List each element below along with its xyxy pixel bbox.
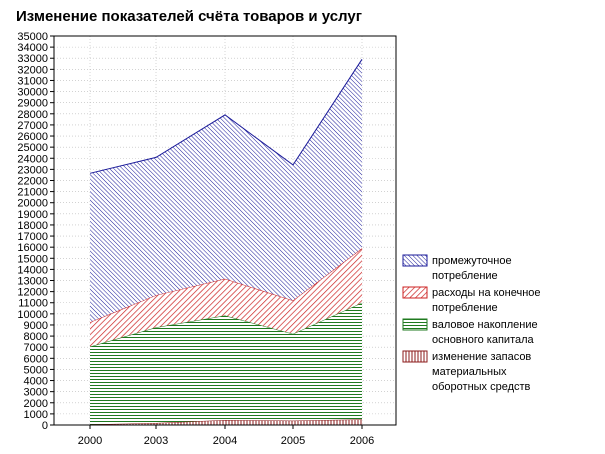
y-tick-label: 7000 bbox=[24, 342, 48, 354]
y-tick-label: 27000 bbox=[17, 120, 48, 132]
y-tick-label: 11000 bbox=[18, 298, 48, 310]
area-intermediate-consumption-line bbox=[89, 59, 363, 174]
legend-label: потребление bbox=[432, 270, 498, 282]
y-tick-label: 26000 bbox=[17, 131, 48, 143]
legend-swatch bbox=[402, 318, 428, 331]
stacked-areas bbox=[89, 59, 363, 425]
y-tick-label: 33000 bbox=[17, 53, 48, 65]
legend-label: расходы на конечное bbox=[432, 287, 541, 299]
y-tick-label: 0 bbox=[42, 420, 48, 432]
y-tick-label: 21000 bbox=[17, 187, 48, 199]
y-tick-label: 14000 bbox=[17, 264, 48, 276]
legend-label: промежуточное bbox=[432, 255, 512, 267]
y-tick-label: 10000 bbox=[17, 309, 48, 321]
legend-label: материальных bbox=[432, 366, 507, 378]
y-tick-label: 24000 bbox=[17, 153, 48, 165]
x-tick-label: 2004 bbox=[213, 435, 237, 447]
y-tick-label: 20000 bbox=[17, 198, 48, 210]
y-tick-label: 15000 bbox=[17, 253, 48, 265]
y-tick-label: 8000 bbox=[24, 331, 48, 343]
y-tick-label: 17000 bbox=[17, 231, 48, 243]
y-tick-label: 19000 bbox=[17, 209, 48, 221]
y-tick-label: 2000 bbox=[24, 398, 48, 410]
legend-label: валовое накопление bbox=[432, 319, 538, 331]
x-tick-label: 2005 bbox=[281, 435, 305, 447]
y-tick-label: 28000 bbox=[17, 109, 48, 121]
y-tick-label: 6000 bbox=[24, 353, 48, 365]
x-tick-label: 2003 bbox=[144, 435, 168, 447]
y-tick-label: 12000 bbox=[17, 287, 48, 299]
y-tick-label: 22000 bbox=[17, 175, 48, 187]
x-tick-label: 2006 bbox=[350, 435, 374, 447]
y-tick-label: 1000 bbox=[24, 409, 48, 421]
y-tick-label: 5000 bbox=[24, 364, 48, 376]
legend-swatch bbox=[402, 254, 428, 267]
y-tick-label: 13000 bbox=[17, 276, 48, 288]
y-tick-label: 32000 bbox=[17, 64, 48, 76]
area-final-consumption bbox=[90, 248, 362, 347]
y-tick-label: 4000 bbox=[24, 376, 48, 388]
legend-label: оборотных средств bbox=[432, 381, 531, 393]
legend: промежуточное потребление расходы на конеч… bbox=[402, 254, 541, 393]
legend-label: изменение запасов bbox=[432, 351, 531, 363]
x-tick-label: 2000 bbox=[78, 435, 102, 447]
legend-label: потребление bbox=[432, 302, 498, 314]
y-tick-label: 30000 bbox=[17, 87, 48, 99]
y-tick-label: 9000 bbox=[24, 320, 48, 332]
legend-swatch bbox=[402, 286, 428, 299]
legend-swatch bbox=[402, 350, 428, 363]
y-tick-label: 18000 bbox=[17, 220, 48, 232]
chart-title: Изменение показателей счёта товаров и ус… bbox=[16, 8, 362, 25]
y-tick-label: 34000 bbox=[17, 42, 48, 54]
y-tick-label: 25000 bbox=[17, 142, 48, 154]
y-axis-ticks: 0100020003000400050006000700080009000100… bbox=[17, 31, 54, 432]
y-tick-label: 35000 bbox=[17, 31, 48, 43]
y-tick-label: 29000 bbox=[17, 98, 48, 110]
y-tick-label: 31000 bbox=[17, 75, 48, 87]
y-tick-label: 3000 bbox=[24, 387, 48, 399]
legend-label: основного капитала bbox=[432, 334, 535, 346]
y-tick-label: 23000 bbox=[17, 164, 48, 176]
area-intermediate-consumption bbox=[90, 59, 362, 323]
x-axis-ticks: 2000 2003 2004 2005 2006 bbox=[78, 425, 374, 447]
y-tick-label: 16000 bbox=[17, 242, 48, 254]
area-gross-fixed-capital bbox=[90, 302, 362, 425]
